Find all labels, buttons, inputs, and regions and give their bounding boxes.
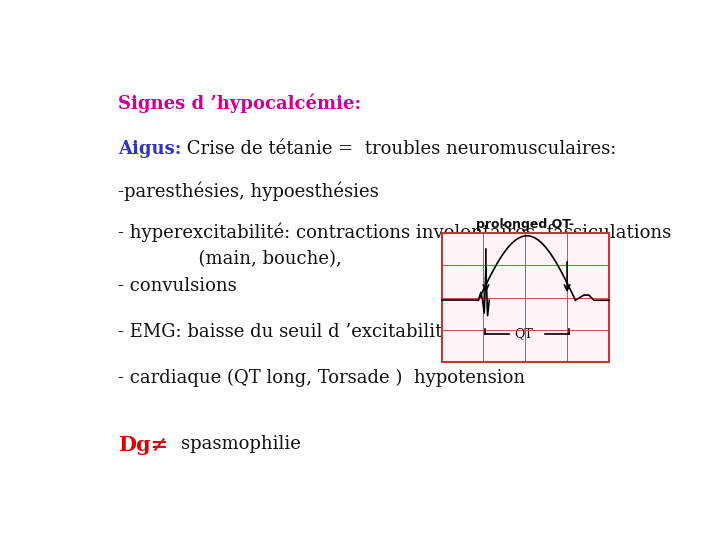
Text: interval: interval: [490, 231, 561, 259]
Text: Dg≠: Dg≠: [118, 435, 168, 455]
Text: (main, bouche),: (main, bouche),: [118, 250, 342, 268]
Text: -paresthésies, hypoesthésies: -paresthésies, hypoesthésies: [118, 181, 379, 201]
Text: Signes d ’hypocalcémie:: Signes d ’hypocalcémie:: [118, 94, 361, 113]
Text: spasmophilie: spasmophilie: [158, 435, 301, 453]
Bar: [441, 233, 609, 362]
Text: Crise de tétanie =  troubles neuromusculaires:: Crise de tétanie = troubles neuromuscula…: [181, 140, 616, 158]
Text: - cardiaque (QT long, Torsade )  hypotension: - cardiaque (QT long, Torsade ) hypotens…: [118, 368, 525, 387]
Text: prolonged QT-: prolonged QT-: [476, 218, 575, 231]
Text: Aigus:: Aigus:: [118, 140, 181, 158]
Text: - hyperexcitabilité: contractions involontaires, fassiculations: - hyperexcitabilité: contractions involo…: [118, 223, 671, 242]
Text: - EMG: baisse du seuil d ’excitabilité: - EMG: baisse du seuil d ’excitabilité: [118, 322, 453, 341]
Text: - convulsions: - convulsions: [118, 277, 237, 295]
Text: QT: QT: [514, 327, 533, 340]
